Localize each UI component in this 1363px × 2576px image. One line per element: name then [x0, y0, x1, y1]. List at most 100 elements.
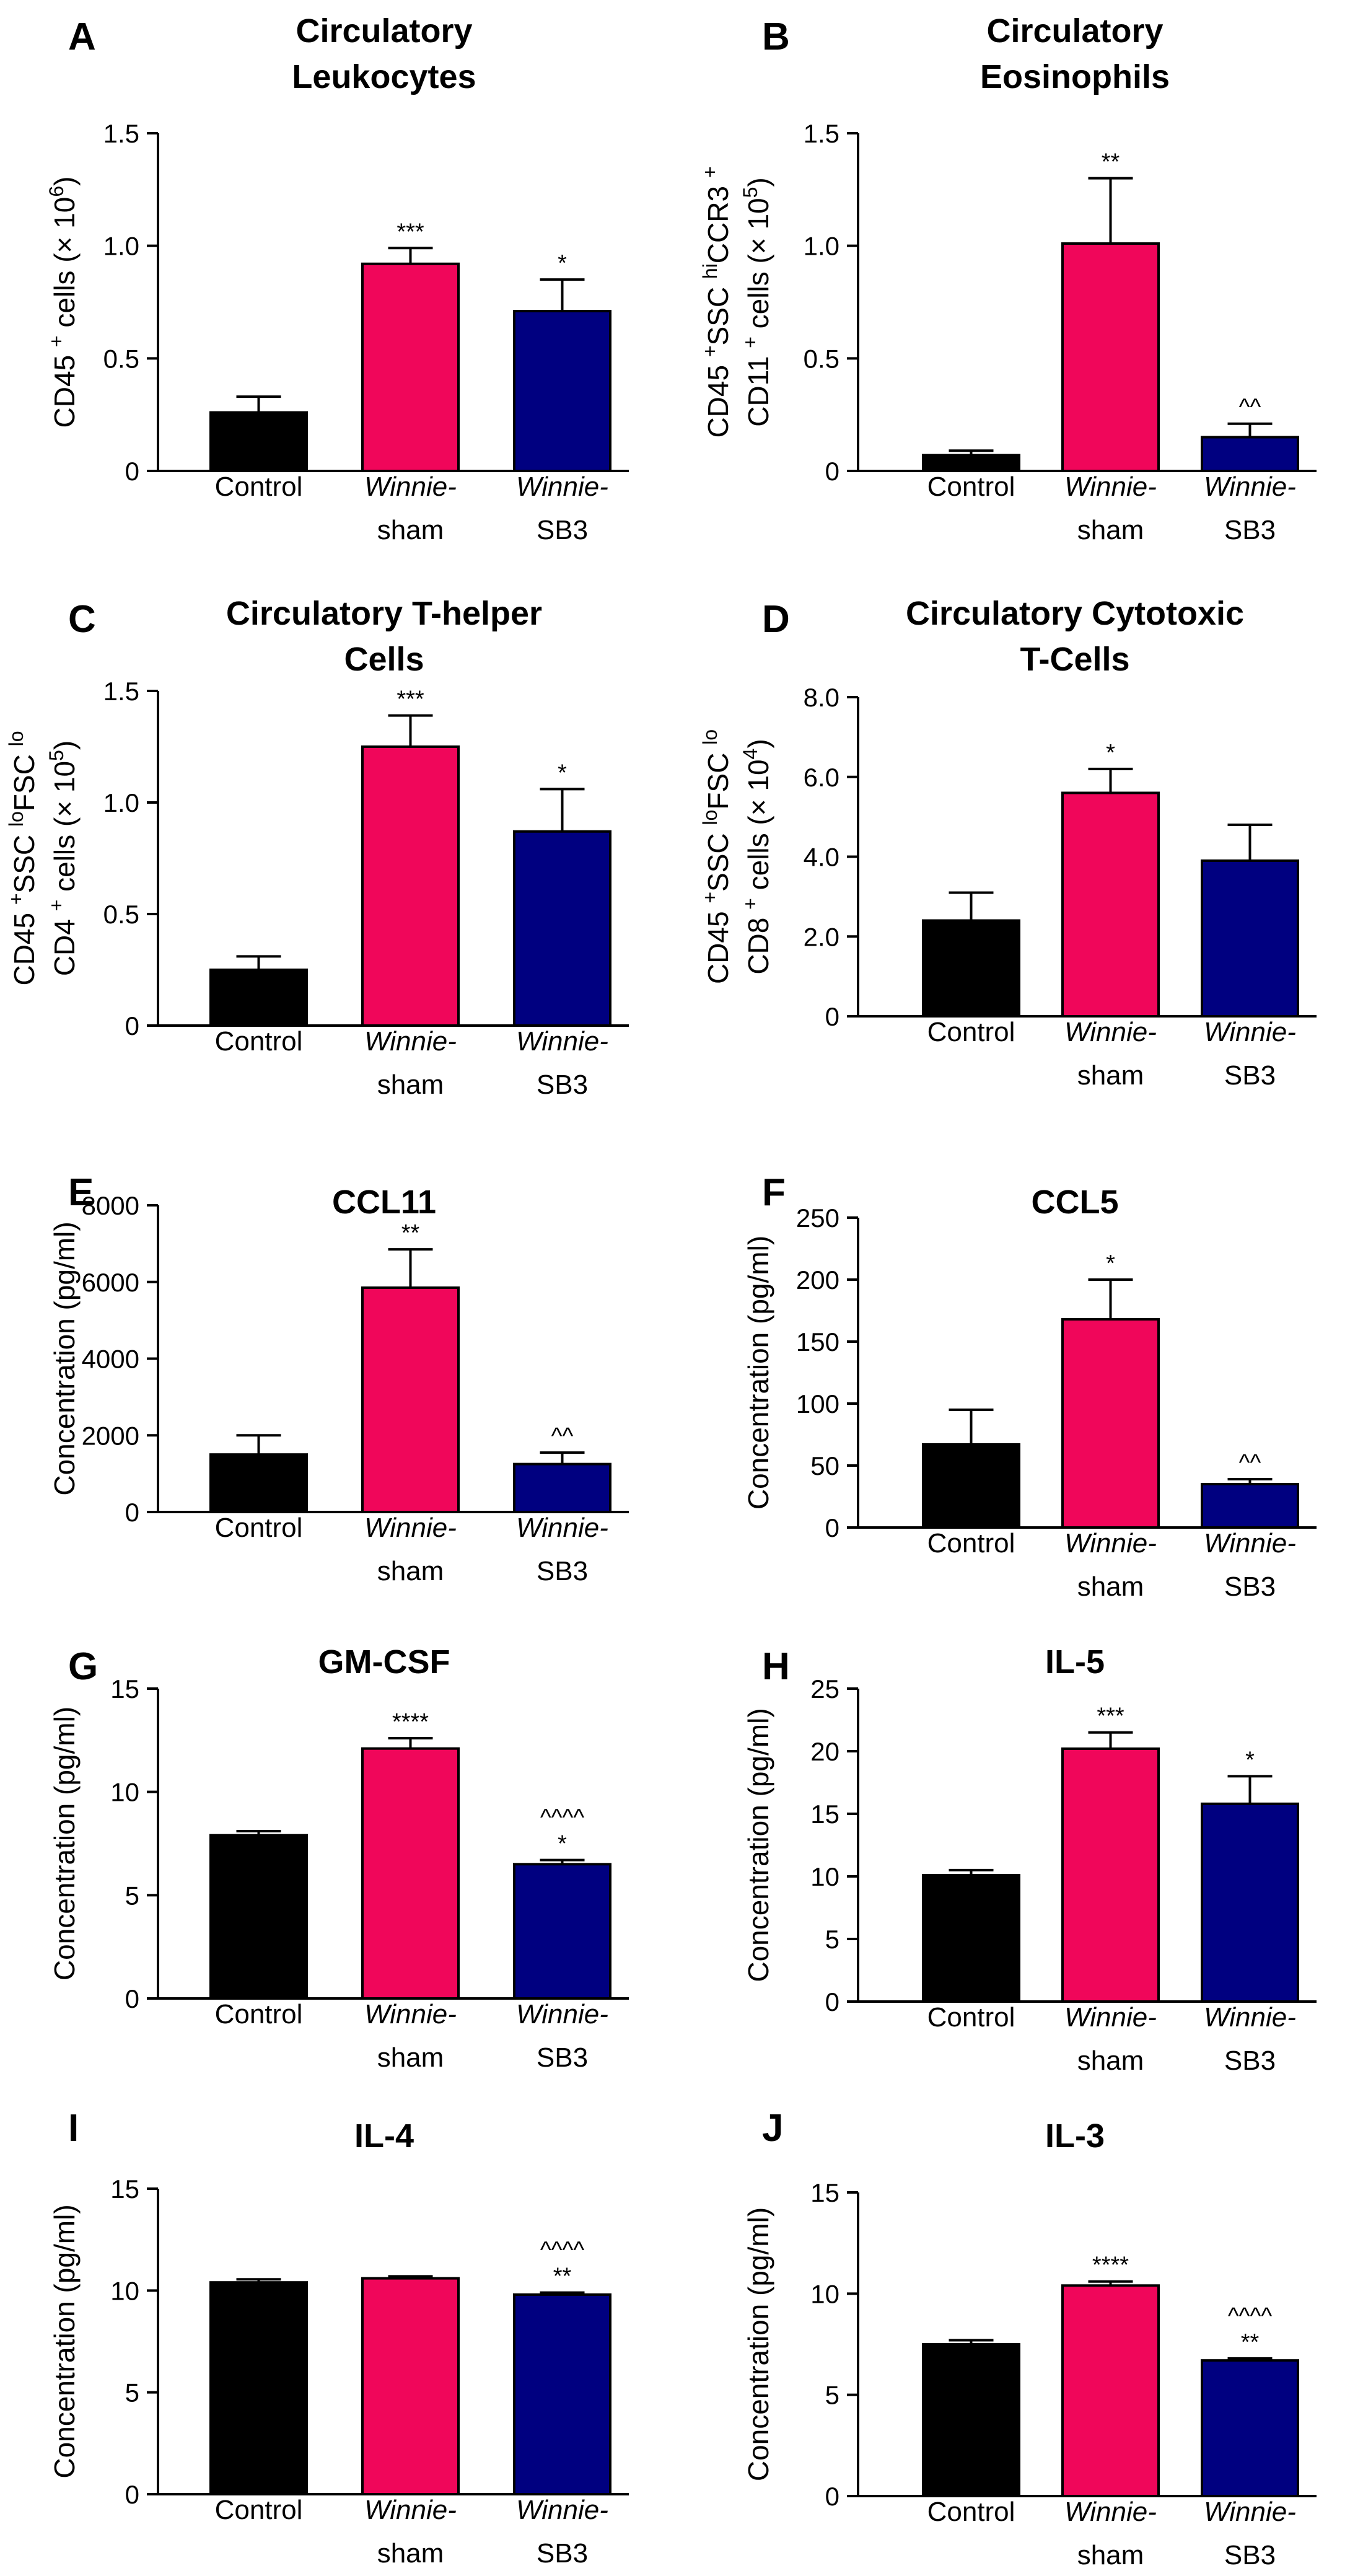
x-category-label: Control	[927, 2497, 1015, 2527]
y-axis-label: Concentration (pg/ml)	[742, 2207, 774, 2481]
x-category-label: Control	[215, 1513, 303, 1543]
x-category-label: Control	[215, 1026, 303, 1057]
x-category-label: SB3	[537, 2538, 588, 2569]
x-category-label: Control	[215, 2495, 303, 2525]
y-axis-label: Concentration (pg/ml)	[48, 2204, 81, 2478]
y-tick-label: 250	[796, 1203, 839, 1233]
significance-label: ^^^^	[540, 1805, 584, 1831]
y-tick-label: 0	[825, 457, 839, 486]
y-tick-label: 1.0	[804, 232, 839, 261]
y-tick-label: 0	[125, 1011, 139, 1040]
y-tick-label: 0	[125, 2480, 139, 2509]
y-tick-label: 0.5	[804, 344, 839, 373]
chart-panel-e: E CCL11 Concentration (pg/ml) 0 2000 4000 6000…	[48, 1171, 629, 1586]
y-axis-label: Concentration (pg/ml)	[742, 1236, 774, 1510]
bar-winnie-sb3	[1201, 436, 1299, 472]
panel-letter: B	[762, 15, 790, 58]
x-category-label: Control	[927, 1017, 1015, 1047]
x-category-label: sham	[1077, 2046, 1144, 2076]
bar-winnie-sb3	[1201, 2359, 1299, 2497]
significance-label: ^^^^	[540, 2238, 584, 2264]
bar-winnie-sham	[1061, 242, 1160, 472]
significance-label: **	[553, 2264, 572, 2290]
x-category-label: sham	[1077, 515, 1144, 545]
chart-title: Circulatory	[296, 12, 472, 50]
y-tick-label: 15	[810, 2178, 839, 2207]
panel-letter: D	[762, 598, 790, 641]
y-tick-label: 0	[125, 1498, 139, 1527]
significance-label: *	[1106, 1251, 1115, 1277]
x-category-label: SB3	[537, 515, 588, 545]
bar-control	[209, 969, 308, 1027]
x-category-label: SB3	[537, 1556, 588, 1586]
y-tick-label: 15	[810, 1800, 839, 1829]
chart-panel-j: J IL-3 Concentration (pg/ml) 0 5 10 15 Control *…	[742, 2107, 1317, 2570]
y-tick-label: 6000	[82, 1268, 139, 1297]
x-category-label: Winnie-	[364, 1999, 457, 2029]
y-tick-label: 15	[110, 1674, 139, 1703]
y-axis-label: CD45 +SSC loFSC lo	[699, 729, 734, 984]
bar-control	[209, 1453, 308, 1513]
significance-label: **	[1102, 149, 1120, 175]
x-category-label: sham	[377, 2042, 444, 2073]
x-category-label: SB3	[537, 1070, 588, 1100]
x-category-label: sham	[377, 2538, 444, 2569]
y-tick-label: 4000	[82, 1345, 139, 1374]
panel-letter: A	[68, 15, 96, 58]
y-tick-label: 10	[110, 2276, 139, 2305]
y-tick-label: 5	[125, 1881, 139, 1910]
bar-winnie-sham	[361, 745, 460, 1027]
y-axis-label: CD45 +SSC loFSC lo	[5, 731, 40, 985]
chart-title: CCL5	[1031, 1184, 1118, 1221]
y-tick-label: 8.0	[804, 683, 839, 712]
significance-label: ^^^^	[1228, 2303, 1272, 2329]
chart-title: CCL11	[332, 1184, 436, 1221]
x-category-label: Winnie-	[1064, 1528, 1157, 1558]
significance-label: ***	[397, 687, 424, 713]
bar-winnie-sham	[361, 262, 460, 472]
chart-panel-b: B Circulatory Eosinophils CD45 +SSC hiCCR3 …	[699, 12, 1317, 545]
significance-label: **	[401, 1220, 420, 1246]
y-tick-label: 20	[810, 1737, 839, 1766]
chart-title: Eosinophils	[980, 58, 1170, 95]
y-tick-label: 10	[110, 1778, 139, 1807]
x-category-label: Winnie-	[364, 2495, 457, 2525]
y-tick-label: 200	[796, 1265, 839, 1295]
bar-winnie-sham	[1061, 2284, 1160, 2497]
y-tick-label: 25	[810, 1674, 839, 1703]
y-tick-label: 8000	[82, 1191, 139, 1220]
significance-label: ****	[1092, 2253, 1129, 2279]
y-tick-label: 2000	[82, 1421, 139, 1450]
chart-panel-a: A Circulatory Leukocytes CD45 + cells (× 10…	[45, 12, 629, 545]
bar-control	[209, 2281, 308, 2496]
bar-winnie-sham	[361, 1747, 460, 2000]
bar-control	[209, 411, 308, 472]
chart-title: Leukocytes	[292, 58, 476, 95]
y-tick-label: 5	[125, 2378, 139, 2407]
y-axis-label: CD45 + cells (× 106)	[45, 177, 81, 428]
x-category-label: Control	[927, 472, 1015, 502]
chart-title: GM-CSF	[318, 1643, 450, 1681]
chart-title: Circulatory	[986, 12, 1163, 50]
bar-winnie-sham	[1061, 1318, 1160, 1529]
x-category-label: Winnie-	[364, 472, 457, 502]
chart-panel-d: D Circulatory Cytotoxic T-Cells CD45 +SSC l…	[699, 595, 1317, 1091]
bar-control	[922, 919, 1020, 1018]
chart-panel-f: F CCL5 Concentration (pg/ml) 0 50 100 150 200 25…	[742, 1171, 1317, 1602]
y-tick-label: 6.0	[804, 763, 839, 792]
x-category-label: Winnie-	[1204, 1017, 1296, 1047]
x-category-label: Winnie-	[516, 1513, 608, 1543]
bar-winnie-sham	[361, 2277, 460, 2495]
y-tick-label: 1.5	[103, 677, 139, 706]
x-category-label: sham	[1077, 2540, 1144, 2570]
y-tick-label: 1.5	[804, 119, 839, 148]
bar-winnie-sb3	[1201, 1483, 1299, 1529]
x-category-label: Winnie-	[364, 1513, 457, 1543]
y-axis-label: CD4 + cells (× 105)	[45, 741, 81, 976]
y-axis-label: CD11 + cells (× 105)	[739, 177, 774, 427]
y-tick-label: 5	[825, 2381, 839, 2410]
chart-title: IL-5	[1045, 1643, 1105, 1681]
significance-label: *	[558, 1831, 567, 1857]
bar-winnie-sb3	[513, 2293, 611, 2496]
y-tick-label: 0	[125, 457, 139, 486]
